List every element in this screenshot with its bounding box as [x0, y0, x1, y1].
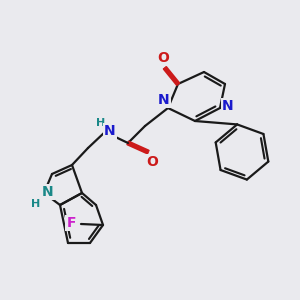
Text: H: H [32, 199, 40, 209]
Text: F: F [66, 216, 76, 230]
Text: O: O [157, 51, 169, 65]
Text: N: N [104, 124, 116, 138]
Text: H: H [96, 118, 106, 128]
Text: N: N [42, 185, 54, 199]
Text: O: O [146, 155, 158, 169]
Text: N: N [222, 99, 234, 113]
Text: N: N [158, 93, 170, 107]
